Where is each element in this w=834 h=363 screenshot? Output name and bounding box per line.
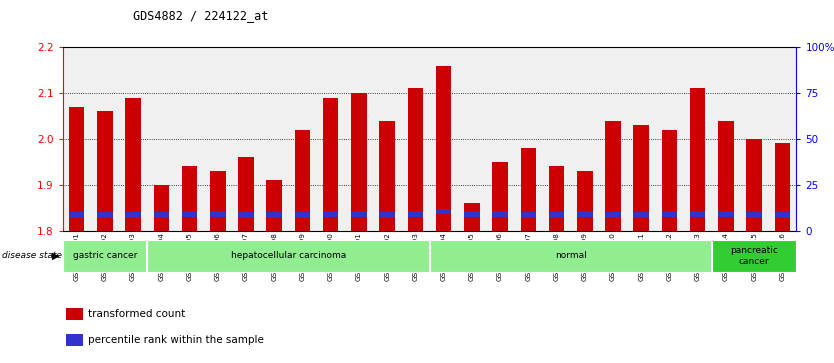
Bar — [323, 98, 339, 231]
Bar — [661, 211, 677, 217]
Bar — [520, 212, 536, 218]
Bar — [125, 212, 141, 218]
Bar — [577, 211, 592, 217]
Bar — [775, 143, 790, 231]
Bar — [239, 157, 254, 231]
Bar — [63, 240, 148, 272]
Bar — [549, 166, 565, 231]
Bar — [408, 211, 423, 217]
Bar — [436, 209, 451, 215]
Text: gastric cancer: gastric cancer — [73, 252, 137, 260]
Bar — [125, 98, 141, 231]
Bar — [323, 211, 339, 217]
Bar — [97, 212, 113, 218]
Bar — [711, 240, 796, 272]
Bar — [634, 125, 649, 231]
Bar — [746, 139, 762, 231]
Bar — [182, 166, 198, 231]
Bar — [605, 212, 620, 218]
Bar — [718, 211, 734, 217]
Bar — [351, 93, 367, 231]
Text: pancreatic
cancer: pancreatic cancer — [731, 246, 778, 266]
Bar — [690, 211, 706, 217]
Bar — [746, 212, 762, 218]
Bar — [69, 107, 84, 231]
Text: percentile rank within the sample: percentile rank within the sample — [88, 335, 264, 345]
Bar — [69, 212, 84, 218]
Bar — [430, 240, 711, 272]
Bar — [520, 148, 536, 231]
Text: normal: normal — [555, 252, 586, 260]
Bar — [66, 334, 83, 346]
Bar — [267, 180, 282, 231]
Bar — [492, 162, 508, 231]
Text: ▶: ▶ — [52, 251, 59, 261]
Bar — [492, 211, 508, 217]
Bar — [577, 171, 592, 231]
Bar — [153, 185, 169, 231]
Bar — [605, 121, 620, 231]
Bar — [464, 211, 480, 217]
Bar — [464, 203, 480, 231]
Bar — [182, 211, 198, 217]
Bar — [239, 212, 254, 218]
Bar — [153, 212, 169, 218]
Bar — [549, 212, 565, 218]
Text: GDS4882 / 224122_at: GDS4882 / 224122_at — [133, 9, 269, 22]
Bar — [634, 212, 649, 218]
Bar — [267, 212, 282, 218]
Bar — [210, 211, 225, 217]
Bar — [148, 240, 430, 272]
Text: hepatocellular carcinoma: hepatocellular carcinoma — [231, 252, 346, 260]
Bar — [379, 121, 395, 231]
Bar — [775, 212, 790, 218]
Bar — [351, 211, 367, 217]
Bar — [379, 212, 395, 218]
Bar — [294, 130, 310, 231]
Bar — [210, 171, 225, 231]
Bar — [690, 89, 706, 231]
Bar — [718, 121, 734, 231]
Text: disease state: disease state — [2, 252, 62, 260]
Text: transformed count: transformed count — [88, 309, 185, 319]
Bar — [294, 212, 310, 218]
Bar — [436, 65, 451, 231]
Bar — [661, 130, 677, 231]
Bar — [66, 308, 83, 320]
Bar — [97, 111, 113, 231]
Bar — [408, 89, 423, 231]
